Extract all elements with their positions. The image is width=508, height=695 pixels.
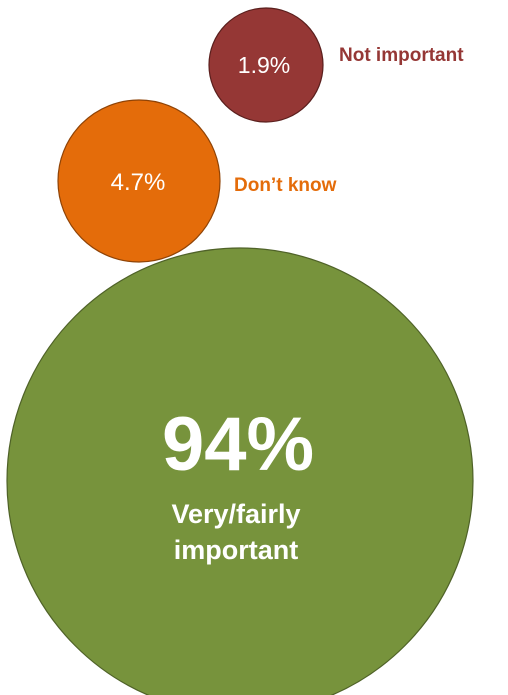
bubble-very-fairly-important bbox=[6, 247, 474, 695]
category-label-not-important: Not important bbox=[339, 45, 464, 66]
value-label-very-fairly-important: 94% bbox=[162, 402, 314, 487]
bubble-group-dont-know: 4.7% Don’t know bbox=[57, 99, 337, 263]
bubble-not-important bbox=[208, 7, 324, 123]
value-label-dont-know: 4.7% bbox=[111, 169, 166, 196]
bubble-group-very-fairly-important: 94% Very/fairly important bbox=[6, 247, 474, 695]
category-label-very-fairly-important-line-2: important bbox=[174, 535, 299, 565]
value-label-not-important: 1.9% bbox=[238, 52, 290, 78]
category-label-dont-know: Don’t know bbox=[234, 175, 337, 196]
category-label-very-fairly-important-line-1: Very/fairly bbox=[171, 499, 300, 529]
bubble-group-not-important: 1.9% Not important bbox=[208, 7, 464, 123]
bubble-dont-know bbox=[57, 99, 221, 263]
